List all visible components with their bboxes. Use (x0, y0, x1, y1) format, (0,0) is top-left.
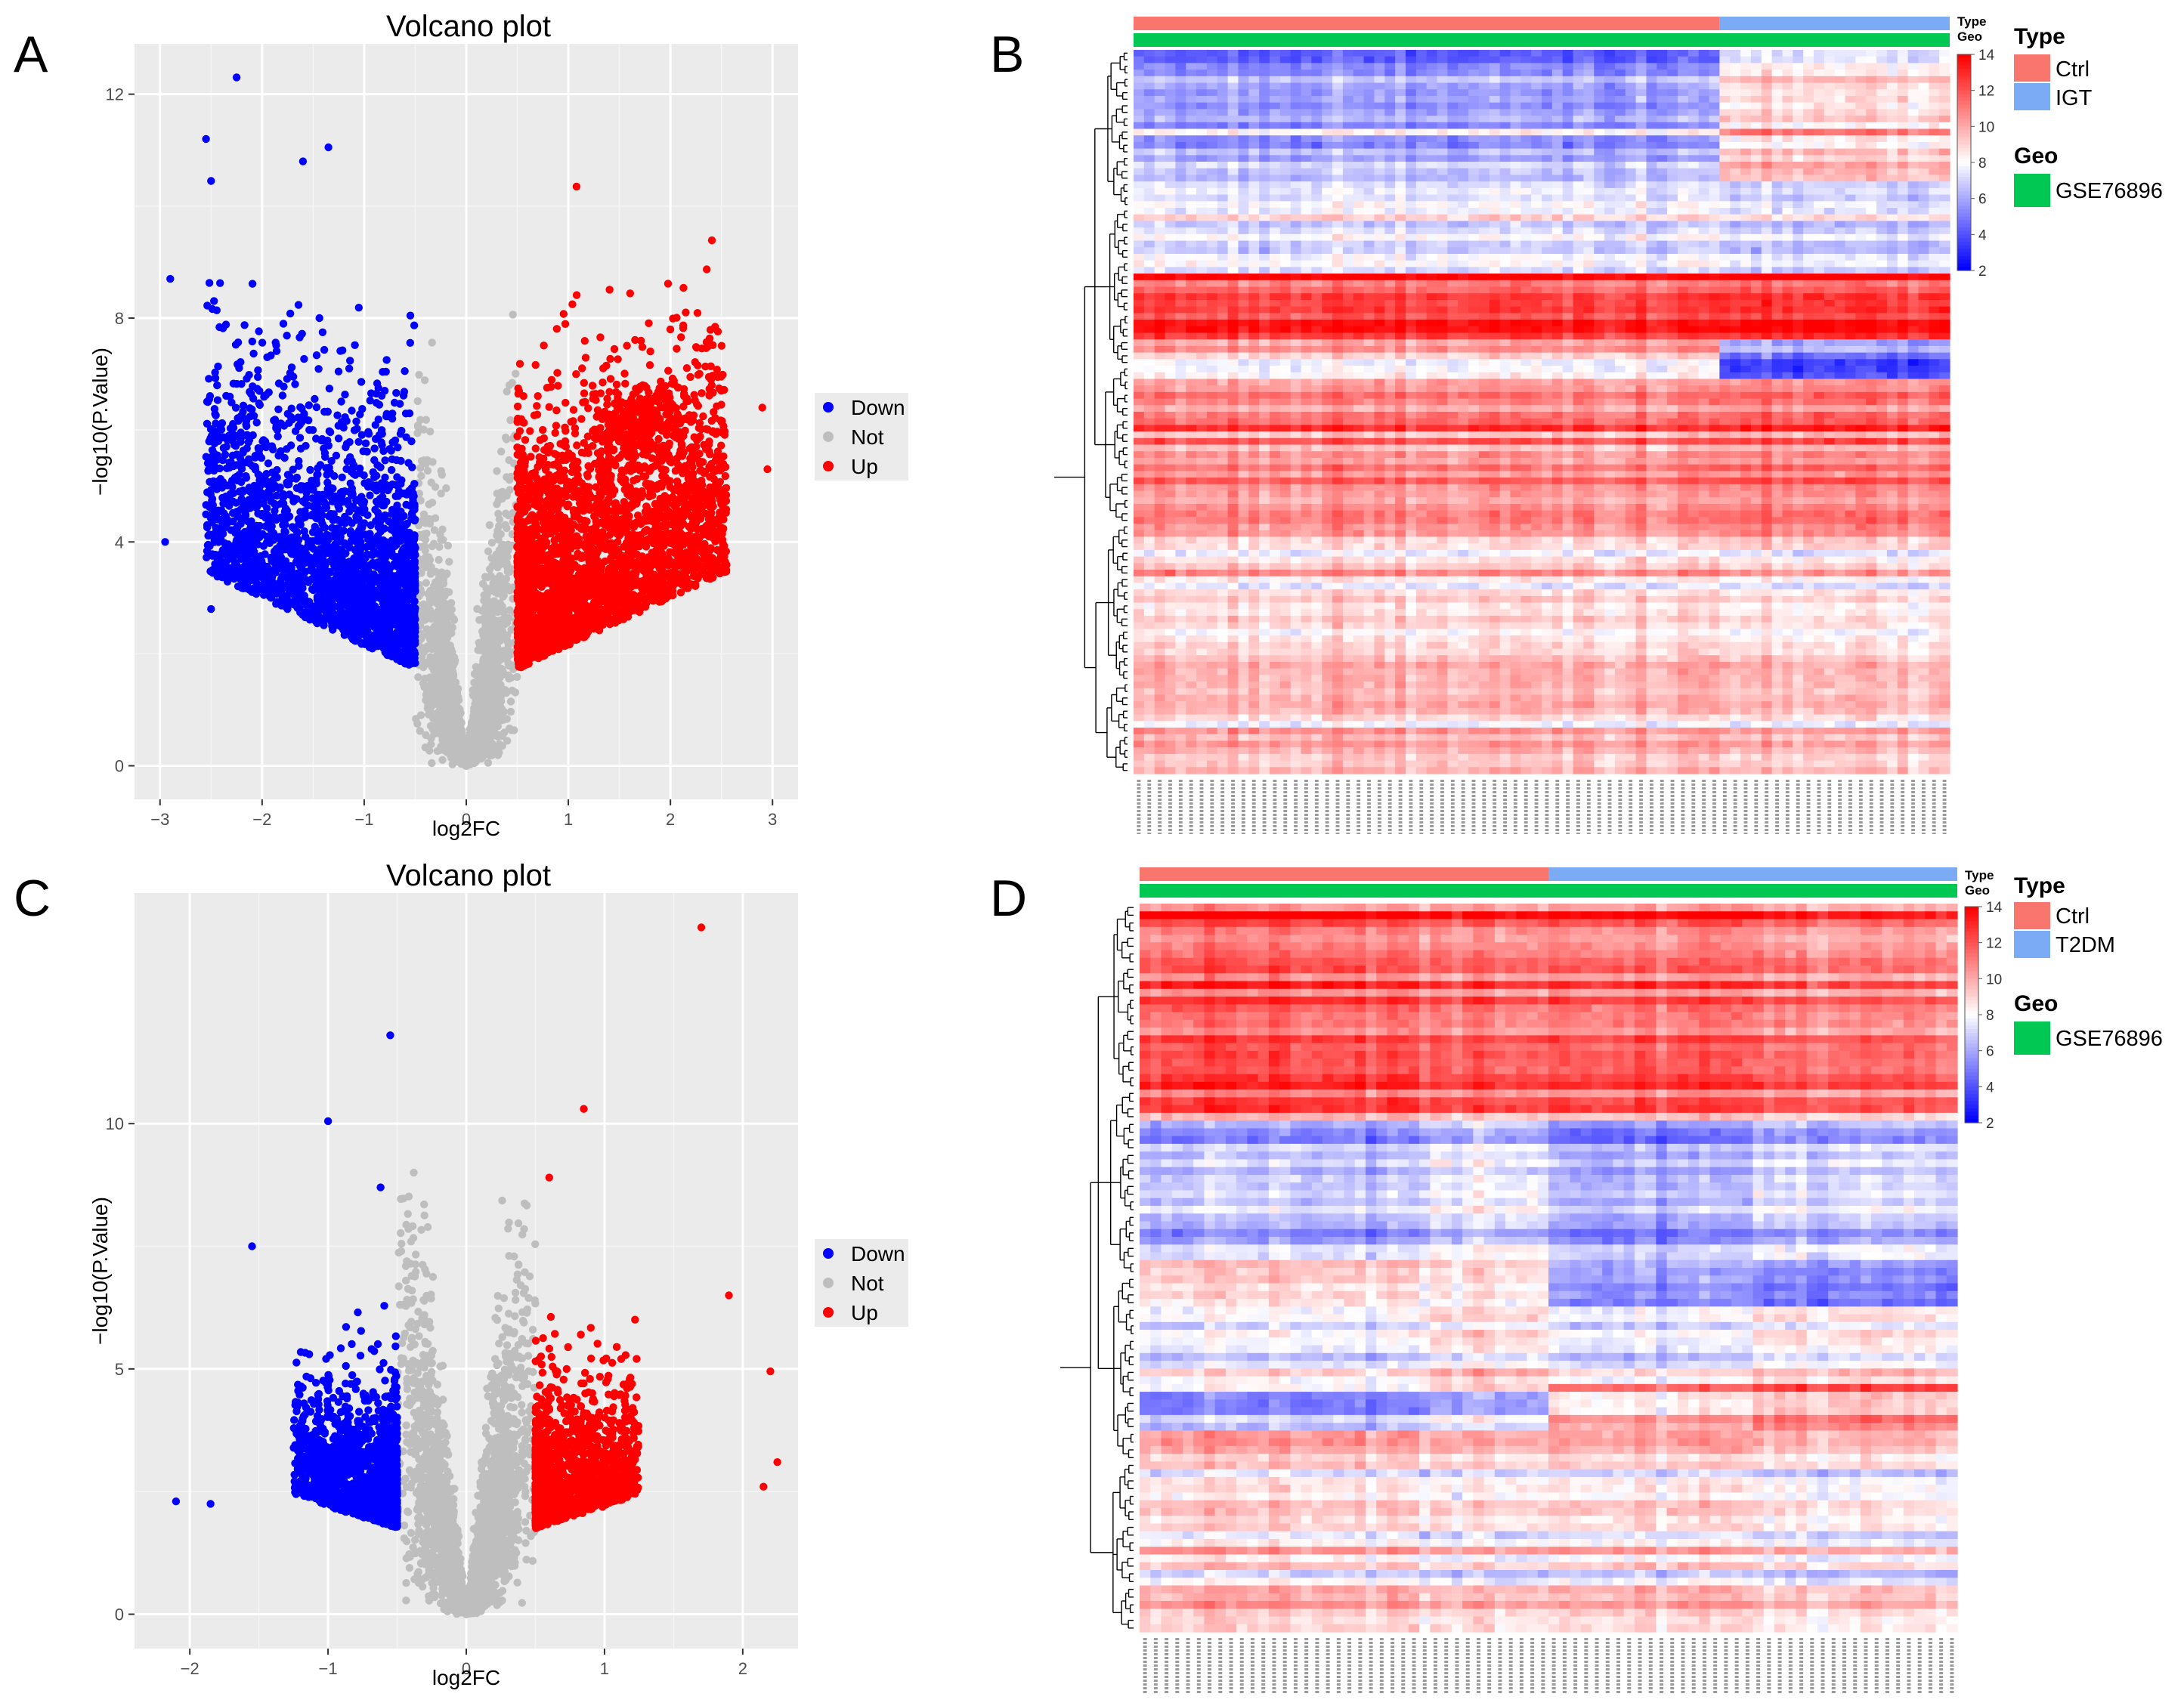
volcano-a-point-not (428, 759, 435, 767)
volcano-a-point-not (509, 311, 517, 318)
volcano-a-point-not (421, 376, 428, 384)
volcano-a-point-not (442, 484, 450, 492)
panel-letter-b: B (990, 26, 1024, 83)
volcano-a-point-not (438, 756, 446, 764)
volcano-a-point-not (486, 521, 493, 529)
figure: A B C D Volcano plot −3 −2 −1 0 1 2 304812 log… (0, 0, 2184, 1706)
volcano-a-point-not (444, 542, 452, 549)
volcano-a-point-not (493, 467, 500, 474)
volcano-a-point-not (472, 663, 480, 671)
volcano-a-point-not (512, 369, 519, 377)
volcano-a-point-not (503, 435, 510, 443)
volcano-a-point-not (414, 397, 422, 405)
volcano-a-point-not (415, 371, 422, 379)
volcano-a-point-not (507, 708, 515, 715)
panel-letter-a: A (14, 26, 48, 83)
volcano-a-point-not (428, 542, 436, 550)
volcano-a-point-not (505, 456, 512, 464)
volcano-a-title: Volcano plot (386, 10, 551, 43)
volcano-a-point-not (422, 731, 429, 739)
volcano-a-point-not (422, 579, 430, 586)
volcano-a-point-not (414, 673, 422, 681)
volcano-a-point-not (507, 697, 515, 705)
volcano-a-point-not (422, 416, 430, 424)
volcano-a-point-not (445, 558, 453, 565)
panel-letter-d: D (990, 870, 1027, 927)
panel-letter-c: C (14, 870, 51, 927)
volcano-a-point-not (428, 478, 435, 486)
